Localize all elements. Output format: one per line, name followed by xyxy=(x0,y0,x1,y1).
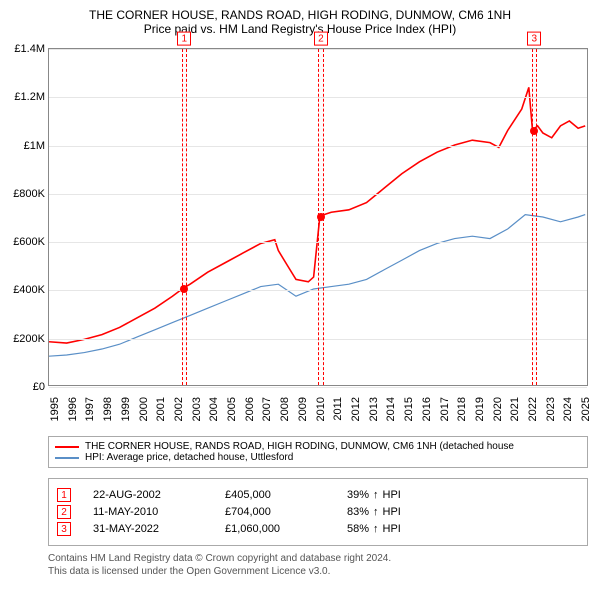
transaction-price: £704,000 xyxy=(225,506,325,518)
arrow-up-icon: ↑ xyxy=(373,523,379,535)
x-axis-label: 2025 xyxy=(580,397,592,421)
x-axis-label: 2015 xyxy=(403,397,415,421)
event-badge: 1 xyxy=(177,32,191,46)
x-axis-label: 1998 xyxy=(102,397,114,421)
transaction-date: 11-MAY-2010 xyxy=(93,506,203,518)
arrow-up-icon: ↑ xyxy=(373,506,379,518)
y-axis-label: £1.4M xyxy=(14,43,45,55)
x-axis-label: 2018 xyxy=(456,397,468,421)
arrow-up-icon: ↑ xyxy=(373,489,379,501)
x-axis-label: 2002 xyxy=(173,397,185,421)
transaction-dot xyxy=(180,285,188,293)
transaction-dot xyxy=(317,213,325,221)
x-axis-label: 2023 xyxy=(545,397,557,421)
gridline xyxy=(49,387,587,388)
transaction-badge: 1 xyxy=(57,488,71,502)
x-axis-label: 2012 xyxy=(350,397,362,421)
x-axis-label: 2007 xyxy=(261,397,273,421)
x-axis-label: 2009 xyxy=(297,397,309,421)
y-axis-label: £600K xyxy=(13,236,45,248)
x-axis-label: 2021 xyxy=(509,397,521,421)
x-axis-label: 2000 xyxy=(138,397,150,421)
transaction-row: 1 22-AUG-2002 £405,000 39% ↑ HPI xyxy=(57,488,579,502)
event-marker-band: 1 xyxy=(182,49,187,385)
transaction-price: £405,000 xyxy=(225,489,325,501)
legend-row-hpi: HPI: Average price, detached house, Uttl… xyxy=(55,452,581,463)
y-axis-label: £200K xyxy=(13,333,45,345)
transaction-hpi: 39% ↑ HPI xyxy=(347,489,401,501)
event-marker-band: 3 xyxy=(532,49,537,385)
license-text: Contains HM Land Registry data © Crown c… xyxy=(48,552,588,578)
x-axis-label: 1999 xyxy=(120,397,132,421)
x-axis-label: 2024 xyxy=(562,397,574,421)
title-block: THE CORNER HOUSE, RANDS ROAD, HIGH RODIN… xyxy=(0,0,600,40)
title-subtitle: Price paid vs. HM Land Registry's House … xyxy=(10,22,590,36)
x-axis-label: 2008 xyxy=(279,397,291,421)
transaction-date: 31-MAY-2022 xyxy=(93,523,203,535)
y-axis-label: £400K xyxy=(13,284,45,296)
x-axis-label: 2004 xyxy=(208,397,220,421)
license-line2: This data is licensed under the Open Gov… xyxy=(48,565,588,578)
transaction-badge: 3 xyxy=(57,522,71,536)
chart-plot-area: £0£200K£400K£600K£800K£1M£1.2M£1.4M19951… xyxy=(48,48,588,386)
transaction-hpi: 58% ↑ HPI xyxy=(347,523,401,535)
legend-label-hpi: HPI: Average price, detached house, Uttl… xyxy=(85,452,293,463)
transaction-badge: 2 xyxy=(57,505,71,519)
x-axis-label: 2019 xyxy=(474,397,486,421)
legend-label-property: THE CORNER HOUSE, RANDS ROAD, HIGH RODIN… xyxy=(85,441,514,452)
transaction-row: 3 31-MAY-2022 £1,060,000 58% ↑ HPI xyxy=(57,522,579,536)
transaction-price: £1,060,000 xyxy=(225,523,325,535)
y-axis-label: £1.2M xyxy=(14,91,45,103)
transaction-dot xyxy=(530,127,538,135)
legend: THE CORNER HOUSE, RANDS ROAD, HIGH RODIN… xyxy=(48,436,588,468)
x-axis-label: 2011 xyxy=(332,397,344,421)
x-axis-label: 2003 xyxy=(191,397,203,421)
transaction-date: 22-AUG-2002 xyxy=(93,489,203,501)
x-axis-label: 2005 xyxy=(226,397,238,421)
x-axis-label: 2014 xyxy=(385,397,397,421)
chart-container: THE CORNER HOUSE, RANDS ROAD, HIGH RODIN… xyxy=(0,0,600,590)
x-axis-label: 1995 xyxy=(49,397,61,421)
y-axis-label: £1M xyxy=(24,140,45,152)
transaction-row: 2 11-MAY-2010 £704,000 83% ↑ HPI xyxy=(57,505,579,519)
legend-row-property: THE CORNER HOUSE, RANDS ROAD, HIGH RODIN… xyxy=(55,441,581,452)
x-axis-label: 2017 xyxy=(439,397,451,421)
x-axis-label: 2010 xyxy=(315,397,327,421)
transaction-hpi: 83% ↑ HPI xyxy=(347,506,401,518)
y-axis-label: £800K xyxy=(13,188,45,200)
x-axis-label: 2016 xyxy=(421,397,433,421)
event-badge: 2 xyxy=(314,32,328,46)
event-badge: 3 xyxy=(527,32,541,46)
transactions-table: 1 22-AUG-2002 £405,000 39% ↑ HPI 2 11-MA… xyxy=(48,478,588,546)
x-axis-label: 2013 xyxy=(368,397,380,421)
license-line1: Contains HM Land Registry data © Crown c… xyxy=(48,552,588,565)
x-axis-label: 1996 xyxy=(67,397,79,421)
legend-swatch-property xyxy=(55,446,79,448)
title-address: THE CORNER HOUSE, RANDS ROAD, HIGH RODIN… xyxy=(10,8,590,22)
x-axis-label: 1997 xyxy=(84,397,96,421)
x-axis-label: 2001 xyxy=(155,397,167,421)
x-axis-label: 2022 xyxy=(527,397,539,421)
x-axis-label: 2020 xyxy=(492,397,504,421)
x-axis-label: 2006 xyxy=(244,397,256,421)
legend-swatch-hpi xyxy=(55,457,79,459)
y-axis-label: £0 xyxy=(33,381,45,393)
